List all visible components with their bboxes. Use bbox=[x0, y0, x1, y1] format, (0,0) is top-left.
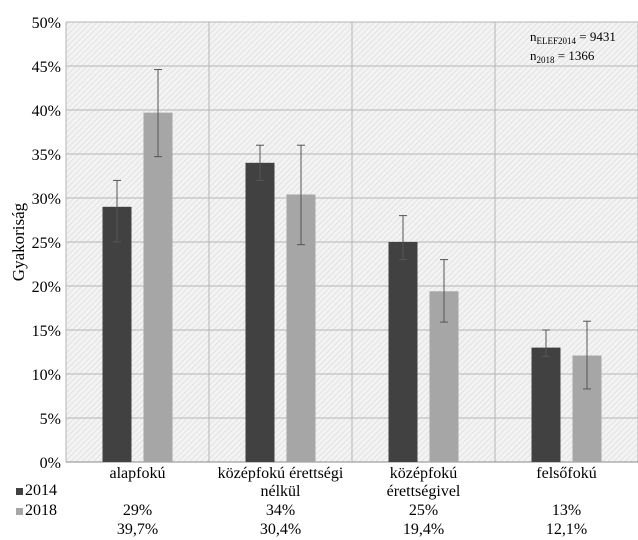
note-sub2: 2018 bbox=[537, 55, 556, 65]
note-n1: n bbox=[530, 29, 537, 44]
y-tick-label: 30% bbox=[32, 191, 61, 208]
category-label: felsőfokú bbox=[536, 465, 596, 482]
y-tick-label: 40% bbox=[32, 103, 61, 120]
y-tick-label: 50% bbox=[32, 15, 61, 32]
y-axis-label: Gyakoriság bbox=[9, 202, 28, 281]
legend-swatch-2018 bbox=[16, 507, 23, 515]
bar-2014 bbox=[388, 242, 418, 462]
y-tick-label: 35% bbox=[32, 147, 61, 164]
data-label-2014: 34% bbox=[265, 502, 296, 519]
legend-swatch-2014 bbox=[16, 487, 23, 495]
data-label-2018: 30,4% bbox=[259, 521, 302, 538]
y-tick-label: 15% bbox=[32, 323, 61, 340]
error-bars bbox=[113, 69, 591, 390]
bar-2014 bbox=[102, 206, 132, 462]
bar-2014 bbox=[245, 162, 275, 463]
legend-item-2018: 2018 bbox=[16, 502, 57, 520]
category-label: érettségivel bbox=[387, 483, 461, 500]
data-label-2018: 19,4% bbox=[402, 521, 445, 538]
svg-text:n2018 = 1366: n2018 = 1366 bbox=[530, 48, 595, 65]
category-label: nélkül bbox=[261, 483, 302, 500]
y-tick-label: 0% bbox=[40, 455, 61, 472]
note-n2: n bbox=[530, 48, 537, 63]
legend-label-2014: 2014 bbox=[25, 482, 57, 499]
category-label: alapfokú bbox=[110, 465, 166, 482]
y-tick-label: 10% bbox=[32, 367, 61, 384]
note-value2: = 1366 bbox=[555, 48, 595, 63]
note-value1: = 9431 bbox=[576, 29, 616, 44]
bar-2018 bbox=[143, 112, 173, 462]
bar-2014 bbox=[531, 347, 561, 462]
category-label: középfokú bbox=[390, 465, 458, 482]
sample-size-note: nELEF2014 = 9431 n2018 = 1366 bbox=[530, 29, 616, 65]
legend-item-2014: 2014 bbox=[16, 482, 57, 500]
y-tick-label: 20% bbox=[32, 279, 61, 296]
legend-label-2018: 2018 bbox=[25, 502, 57, 519]
note-sub1: ELEF2014 bbox=[537, 36, 577, 46]
data-label-2014: 25% bbox=[408, 502, 439, 519]
y-tick-label: 5% bbox=[40, 411, 61, 428]
data-label-2014: 13% bbox=[551, 502, 582, 519]
y-axis-ticks: 0% 5% 10% 15% 20% 25% 30% 35% 40% 45% 50% bbox=[32, 15, 61, 472]
bars bbox=[102, 112, 602, 463]
svg-text:nELEF2014 = 9431: nELEF2014 = 9431 bbox=[530, 29, 616, 46]
data-label-2018: 12,1% bbox=[545, 521, 588, 538]
y-tick-label: 45% bbox=[32, 59, 61, 76]
y-tick-label: 25% bbox=[32, 235, 61, 252]
data-label-2014: 29% bbox=[122, 502, 153, 519]
data-label-2018: 39,7% bbox=[116, 521, 159, 538]
category-label: középfokú érettségi bbox=[218, 465, 344, 482]
